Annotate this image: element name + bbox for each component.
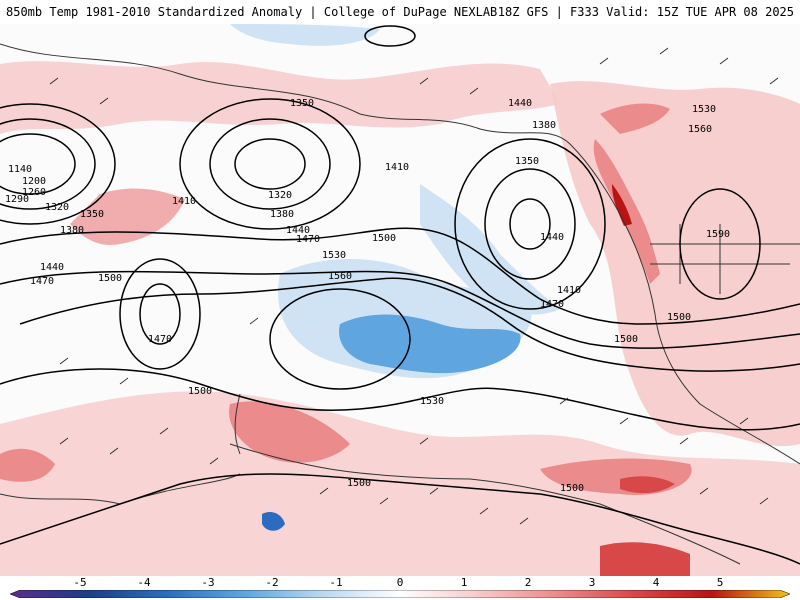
contour-label-group: 1350 1140 1200 1260 1290 1320 1350 1380 …	[5, 98, 730, 494]
contour-label: 1440	[40, 262, 64, 273]
colorbar-tick: 1	[460, 576, 468, 589]
colorbar-tick: -1	[329, 576, 343, 589]
contour-label: 1590	[706, 229, 730, 240]
colorbar-tick: 5	[716, 576, 724, 589]
contour-label: 1200	[22, 176, 46, 187]
colorbar-tick: 3	[588, 576, 596, 589]
contour-label: 1380	[270, 209, 294, 220]
contour-label: 1500	[372, 233, 396, 244]
contour-label: 1500	[188, 386, 212, 397]
contour-label: 1530	[692, 104, 716, 115]
contour-label: 1440	[286, 225, 310, 236]
contour-label: 1260	[22, 187, 46, 198]
map-title: 850mb Temp 1981-2010 Standardized Anomal…	[6, 5, 498, 19]
contour-label: 1320	[268, 190, 292, 201]
contour-label: 1140	[8, 164, 32, 175]
colorbar: -5 -4 -3 -2 -1 0 1 2 3 4 5	[0, 576, 800, 600]
contour-label: 1500	[98, 273, 122, 284]
contour-label: 1560	[328, 271, 352, 282]
colorbar-tick: -4	[137, 576, 151, 589]
contour-label: 1500	[560, 483, 584, 494]
colorbar-tick: -5	[73, 576, 87, 589]
contour-label: 1290	[5, 194, 29, 205]
map-header: 850mb Temp 1981-2010 Standardized Anomal…	[0, 0, 800, 25]
contour-label: 1470	[540, 299, 564, 310]
colorbar-tick: -2	[265, 576, 279, 589]
contour-label: 1470	[30, 276, 54, 287]
contour-label: 1530	[420, 396, 444, 407]
contour-label: 1500	[347, 478, 371, 489]
contour-label: 1500	[614, 334, 638, 345]
anomaly-shading	[0, 24, 800, 576]
contour-label: 1410	[172, 196, 196, 207]
height-contours	[0, 25, 800, 565]
colorbar-tick: 4	[652, 576, 660, 589]
contour-label: 1380	[532, 120, 556, 131]
contour-label: 1470	[148, 334, 172, 345]
contour-label: 1500	[667, 312, 691, 323]
contour-label: 1380	[60, 225, 84, 236]
weather-map[interactable]: 1350 1140 1200 1260 1290 1320 1350 1380 …	[0, 24, 800, 576]
colorbar-tick: 0	[396, 576, 404, 589]
contour-label: 1440	[508, 98, 532, 109]
colorbar-gradient	[10, 590, 790, 598]
contour-label: 1350	[290, 98, 314, 109]
map-canvas: 1350 1140 1200 1260 1290 1320 1350 1380 …	[0, 24, 800, 576]
model-run-label: 18Z GFS | F333 Valid: 15Z TUE APR 08 202…	[497, 5, 794, 19]
contour-label: 1350	[80, 209, 104, 220]
contour-label: 1410	[385, 162, 409, 173]
contour-label: 1350	[515, 156, 539, 167]
contour-label: 1410	[557, 285, 581, 296]
contour-label: 1560	[688, 124, 712, 135]
wind-barbs	[49, 47, 779, 525]
colorbar-tick: 2	[524, 576, 532, 589]
contour-label: 1530	[322, 250, 346, 261]
colorbar-tick: -3	[201, 576, 215, 589]
contour-label: 1440	[540, 232, 564, 243]
contour-label: 1470	[296, 234, 320, 245]
contour-label: 1320	[45, 202, 69, 213]
